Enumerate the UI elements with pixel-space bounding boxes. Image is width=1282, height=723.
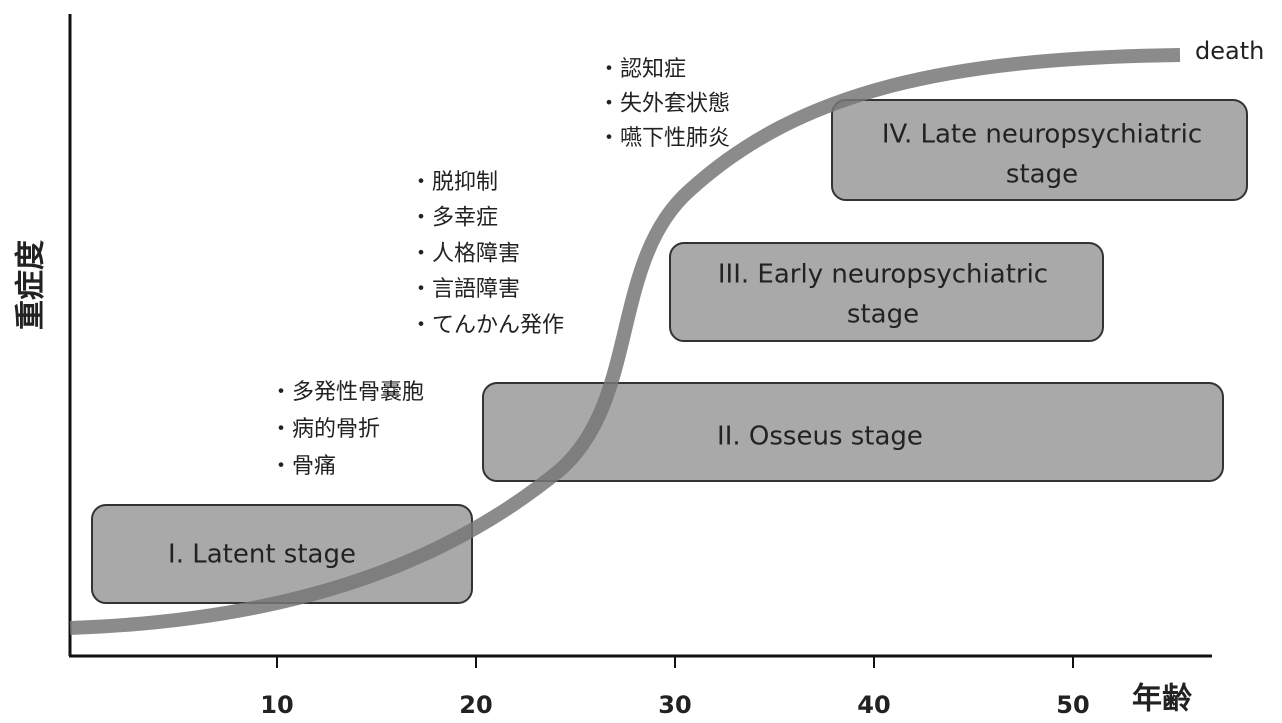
symptom: ・認知症 — [598, 57, 686, 82]
x-tick-label: 30 — [658, 691, 691, 719]
symptom: ・病的骨折 — [270, 417, 380, 442]
x-tick-label: 40 — [857, 691, 890, 719]
stage-label: stage — [847, 300, 919, 330]
symptom: ・人格障害 — [410, 241, 520, 266]
x-tick-label: 20 — [459, 691, 492, 719]
stage-label: stage — [1006, 160, 1078, 190]
x-tick-label: 50 — [1056, 691, 1089, 719]
x-axis-label: 年齢 — [1132, 682, 1192, 717]
symptom: ・言語障害 — [410, 277, 520, 302]
severity-curve — [69, 48, 1181, 635]
stage-label: III. Early neuropsychiatric — [718, 260, 1048, 290]
stage-box — [831, 99, 1248, 201]
symptom: ・多幸症 — [410, 206, 498, 231]
stage-label: I. Latent stage — [168, 540, 356, 570]
stage-box — [482, 382, 1224, 482]
symptom: ・失外套状態 — [598, 92, 730, 117]
stage-label: II. Osseus stage — [717, 422, 923, 452]
symptom: ・多発性骨嚢胞 — [270, 380, 424, 405]
symptom: ・嚥下性肺炎 — [598, 126, 730, 151]
y-axis-label: 重症度 — [14, 240, 49, 330]
symptoms: ・多発性骨嚢胞・病的骨折・骨痛 ・脱抑制・多幸症・人格障害・言語障害・てんかん発作… — [270, 57, 730, 479]
x-ticks: 10 20 30 40 50 — [260, 656, 1090, 719]
symptom: ・脱抑制 — [410, 170, 498, 195]
symptom: ・てんかん発作 — [410, 313, 564, 338]
symptom: ・骨痛 — [270, 454, 336, 479]
stage-box — [669, 242, 1104, 342]
death-label: death — [1195, 37, 1264, 65]
x-tick-label: 10 — [260, 691, 293, 719]
stage-label: IV. Late neuropsychiatric — [882, 120, 1202, 150]
